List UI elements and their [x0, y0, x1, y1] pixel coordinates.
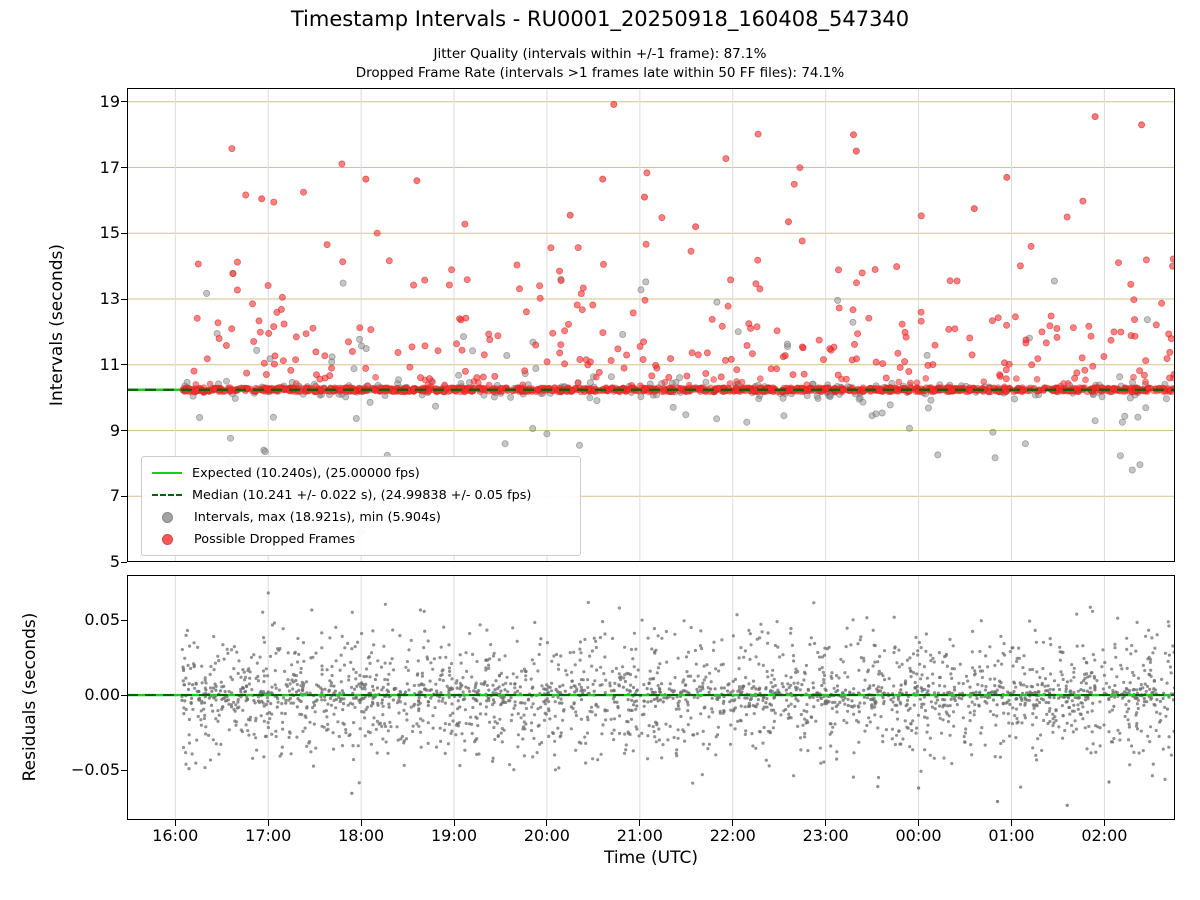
- legend-item-dropped: Possible Dropped Frames: [142, 528, 580, 550]
- chart-subtitle-jitter: Jitter Quality (intervals within +/-1 fr…: [433, 46, 767, 62]
- legend-label-expected: Expected (10.240s), (25.00000 fps): [192, 465, 420, 481]
- y-tick-label-intervals: 5: [109, 552, 120, 571]
- x-tick-mark: [1103, 820, 1105, 826]
- y-tick-mark: [121, 694, 127, 696]
- legend-label-intervals: Intervals, max (18.921s), min (5.904s): [194, 509, 441, 525]
- y-tick-label-intervals: 15: [99, 223, 120, 243]
- expected-line-swatch: [152, 472, 182, 474]
- y-tick-label-intervals: 17: [99, 157, 120, 177]
- y-tick-label-intervals: 7: [109, 486, 120, 506]
- x-tick-label: 23:00: [802, 826, 849, 845]
- x-tick-mark: [360, 820, 362, 826]
- x-tick-mark: [546, 820, 548, 826]
- intervals-canvas: [127, 88, 1175, 562]
- y-tick-label-intervals: 11: [99, 354, 120, 374]
- y-tick-mark: [121, 364, 127, 366]
- x-tick-label: 01:00: [988, 826, 1035, 845]
- y-tick-label-intervals: 19: [99, 91, 120, 111]
- x-tick-mark: [732, 820, 734, 826]
- y-tick-mark: [121, 769, 127, 771]
- x-axis-label: Time (UTC): [604, 848, 698, 868]
- y-tick-mark: [121, 298, 127, 300]
- legend-item-intervals: Intervals, max (18.921s), min (5.904s): [142, 506, 580, 528]
- x-tick-label: 18:00: [338, 826, 385, 845]
- y-tick-mark: [121, 619, 127, 621]
- residuals-plot: [127, 575, 1175, 820]
- y-tick-label-intervals: 13: [99, 289, 120, 309]
- y-tick-mark: [121, 232, 127, 234]
- dropped-dot-swatch: [162, 533, 173, 545]
- y-axis-label-residuals: Residuals (seconds): [20, 612, 40, 782]
- legend: Expected (10.240s), (25.00000 fps) Media…: [141, 456, 581, 556]
- x-tick-label: 19:00: [430, 826, 478, 845]
- bottom-axes-spine: [127, 575, 1175, 820]
- y-tick-mark: [121, 101, 127, 103]
- legend-label-median: Median (10.241 +/- 0.022 s), (24.99838 +…: [192, 487, 532, 503]
- x-tick-label: 16:00: [152, 826, 199, 845]
- bottom-gridlines: [174, 575, 1105, 820]
- top-axes-spine: [127, 88, 1175, 562]
- residuals-series: [180, 591, 1175, 807]
- x-tick-label: 00:00: [895, 826, 942, 845]
- x-tick-mark: [174, 820, 176, 826]
- x-tick-mark: [453, 820, 455, 826]
- y-tick-mark: [121, 430, 127, 432]
- median-line-swatch: [152, 494, 182, 496]
- x-tick-mark: [918, 820, 920, 826]
- y-tick-label-residuals: 0.05: [84, 610, 120, 629]
- x-tick-mark: [267, 820, 269, 826]
- x-tick-label: 17:00: [245, 826, 292, 845]
- residuals-canvas: [127, 575, 1175, 820]
- x-tick-label: 22:00: [709, 826, 756, 845]
- y-tick-mark: [121, 561, 127, 563]
- x-tick-mark: [1010, 820, 1012, 826]
- y-tick-mark: [121, 495, 127, 497]
- chart-subtitle-dropped: Dropped Frame Rate (intervals >1 frames …: [355, 65, 845, 81]
- dropped-frames-series: [179, 100, 1175, 396]
- y-tick-mark: [121, 167, 127, 169]
- legend-item-expected: Expected (10.240s), (25.00000 fps): [142, 462, 580, 484]
- y-tick-label-residuals: −0.05: [70, 760, 120, 780]
- y-tick-label-intervals: 9: [109, 420, 120, 440]
- y-axis-label-intervals: Intervals (seconds): [47, 243, 67, 407]
- intervals-dot-swatch: [162, 511, 173, 523]
- y-tick-label-residuals: 0.00: [84, 685, 120, 705]
- x-tick-mark: [825, 820, 827, 826]
- x-tick-label: 21:00: [616, 826, 663, 845]
- legend-label-dropped: Possible Dropped Frames: [194, 531, 356, 547]
- legend-item-median: Median (10.241 +/- 0.022 s), (24.99838 +…: [142, 484, 580, 506]
- x-tick-label: 02:00: [1081, 826, 1128, 845]
- x-tick-label: 20:00: [523, 826, 570, 845]
- x-tick-mark: [639, 820, 641, 826]
- chart-title: Timestamp Intervals - RU0001_20250918_16…: [290, 7, 910, 31]
